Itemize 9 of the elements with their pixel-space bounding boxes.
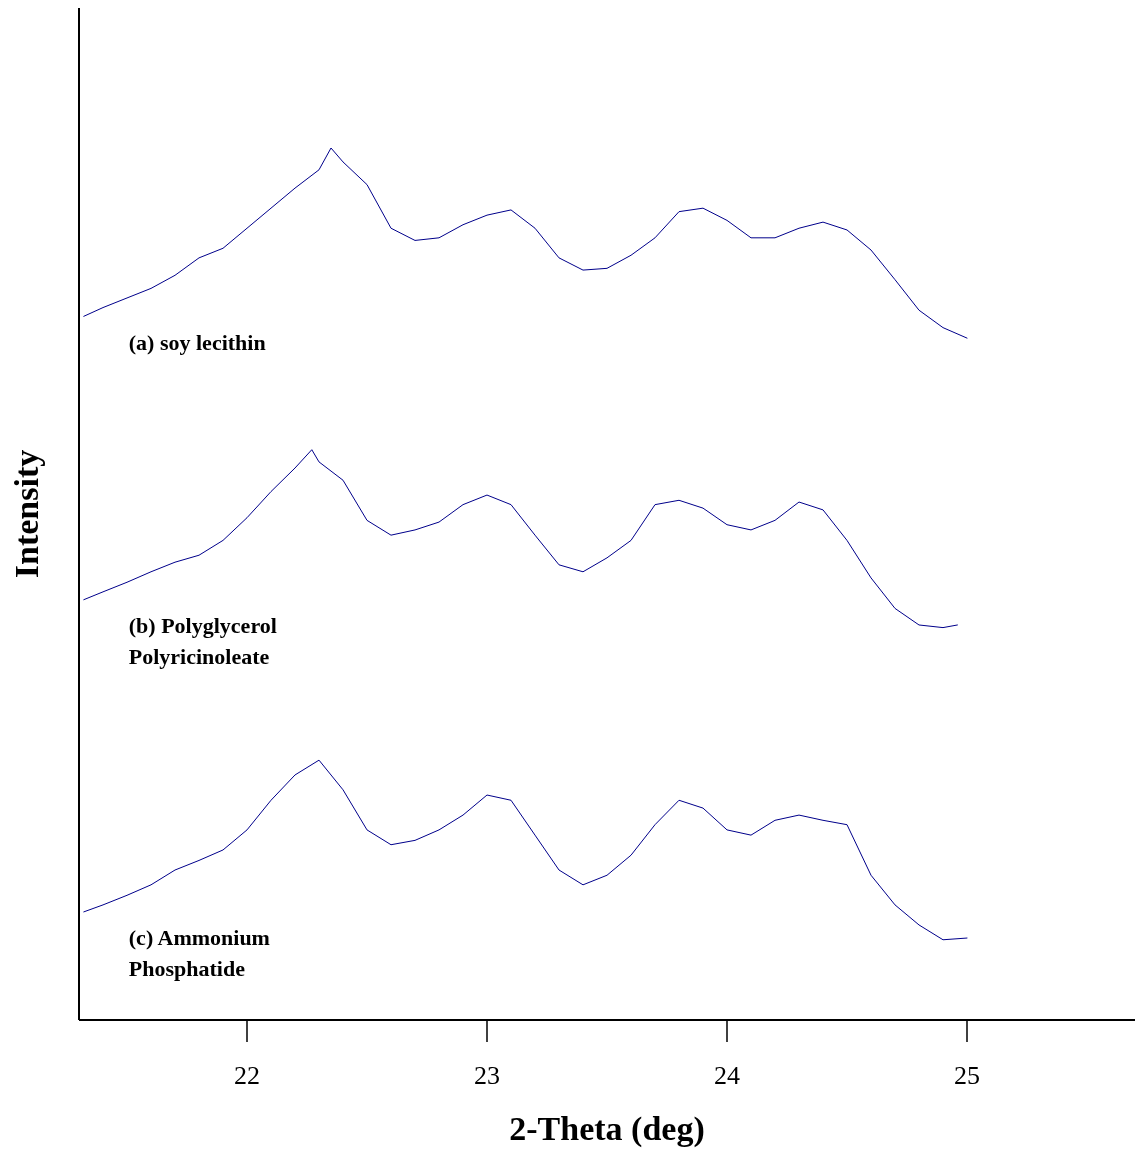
series-label: (a) soy lecithin [128, 329, 266, 355]
x-tick-label: 23 [474, 1061, 500, 1090]
y-axis-title: Intensity [8, 449, 45, 579]
x-tick-label: 25 [954, 1061, 980, 1090]
x-tick-label: 24 [714, 1061, 740, 1090]
x-axis-title: 2-Theta (deg) [509, 1110, 705, 1148]
series-label: (b) Polyglycerol Polyricinoleate [128, 613, 277, 670]
x-tick-label: 22 [234, 1061, 260, 1090]
series-label: (c) Ammonium Phosphatide [128, 925, 270, 982]
